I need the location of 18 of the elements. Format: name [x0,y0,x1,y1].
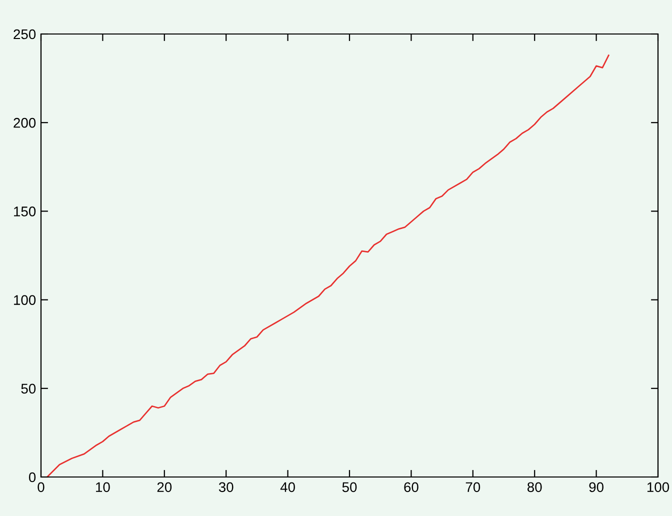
x-tick-label: 40 [280,482,295,492]
x-tick-label: 60 [404,482,418,492]
x-tick-label: 70 [466,482,480,492]
x-tick-label: 90 [589,482,604,492]
x-tick-label: 100 [647,482,670,492]
y-tick-label: 50 [21,384,36,394]
x-tick-label: 50 [342,482,357,492]
line-series [46,54,610,477]
x-tick-label: 10 [96,482,110,492]
y-tick-label: 0 [28,472,36,482]
y-tick-label: 200 [14,118,36,128]
y-tick-label: 150 [14,206,36,216]
x-tick-label: 0 [38,482,44,492]
y-tick-label: 100 [14,295,36,305]
x-tick-label: 20 [157,482,172,492]
x-tick-label: 80 [527,482,542,492]
x-tick-label: 30 [218,482,234,492]
y-tick-label: 250 [14,29,36,40]
